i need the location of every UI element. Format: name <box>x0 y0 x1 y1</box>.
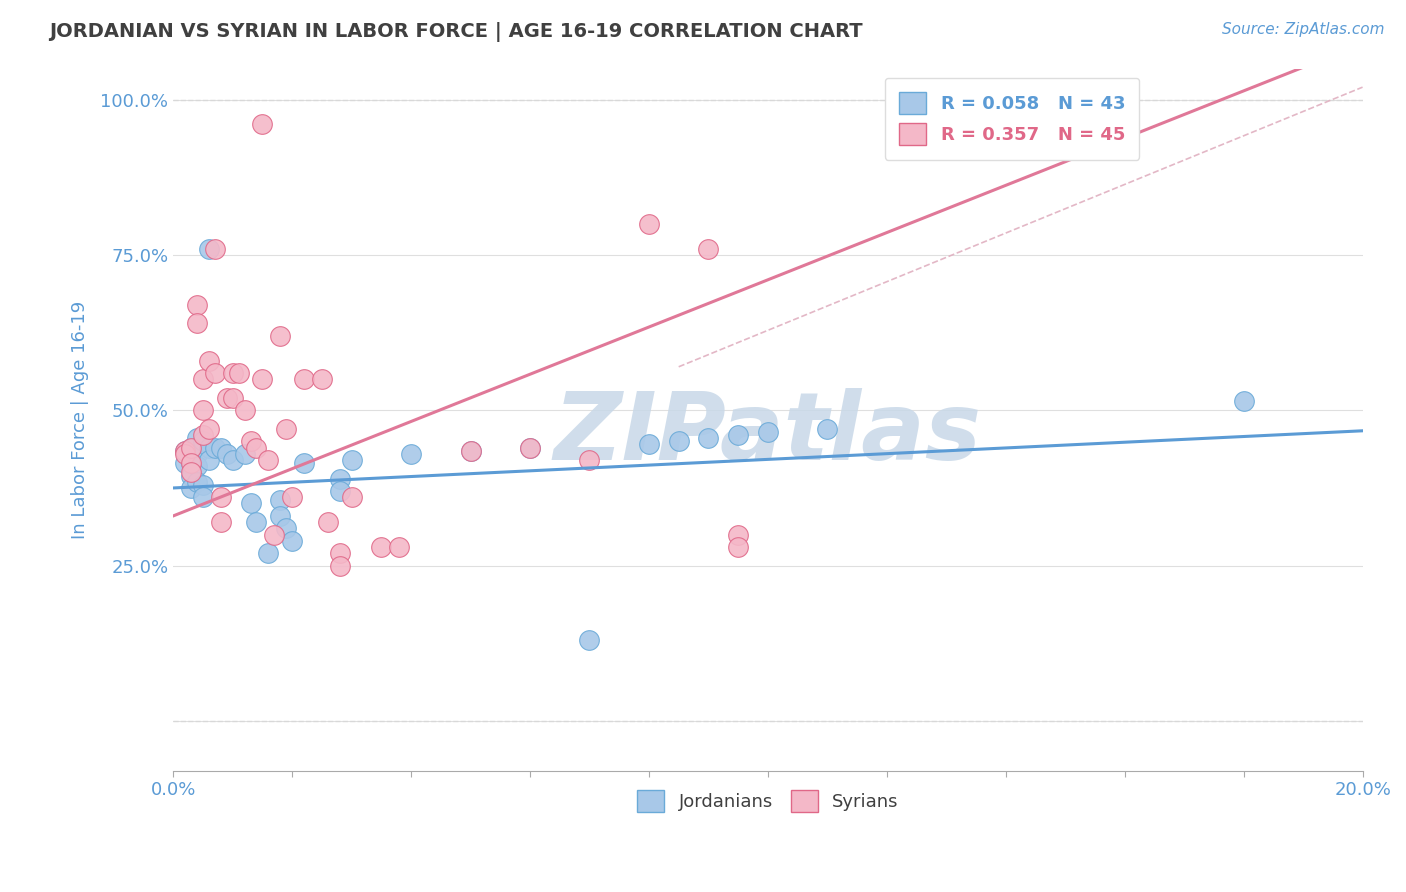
Point <box>316 515 339 529</box>
Point <box>180 468 202 483</box>
Point <box>460 443 482 458</box>
Point <box>198 353 221 368</box>
Point <box>697 431 720 445</box>
Legend: Jordanians, Syrians: Jordanians, Syrians <box>624 778 911 825</box>
Text: Source: ZipAtlas.com: Source: ZipAtlas.com <box>1222 22 1385 37</box>
Point <box>276 521 298 535</box>
Point <box>257 453 280 467</box>
Point <box>292 372 315 386</box>
Point <box>281 533 304 548</box>
Point <box>329 546 352 560</box>
Point <box>239 434 262 449</box>
Point <box>239 496 262 510</box>
Point <box>399 447 422 461</box>
Point <box>204 441 226 455</box>
Point <box>257 546 280 560</box>
Point <box>252 372 274 386</box>
Point <box>727 540 749 554</box>
Point <box>186 447 208 461</box>
Point <box>276 422 298 436</box>
Point <box>215 447 238 461</box>
Point <box>191 490 214 504</box>
Point <box>245 441 267 455</box>
Point <box>191 434 214 449</box>
Point <box>228 366 250 380</box>
Point <box>209 515 232 529</box>
Point <box>180 456 202 470</box>
Point <box>252 118 274 132</box>
Point <box>638 437 661 451</box>
Point <box>697 242 720 256</box>
Point <box>638 217 661 231</box>
Y-axis label: In Labor Force | Age 16-19: In Labor Force | Age 16-19 <box>72 301 89 539</box>
Point <box>186 298 208 312</box>
Point <box>340 490 363 504</box>
Point <box>191 428 214 442</box>
Point <box>340 453 363 467</box>
Point <box>174 456 197 470</box>
Point <box>209 441 232 455</box>
Point <box>198 453 221 467</box>
Point <box>329 558 352 573</box>
Point <box>815 422 838 436</box>
Point <box>370 540 392 554</box>
Point <box>191 372 214 386</box>
Point <box>180 441 202 455</box>
Point <box>269 493 291 508</box>
Point <box>281 490 304 504</box>
Point <box>204 242 226 256</box>
Point <box>180 466 202 480</box>
Point <box>221 366 243 380</box>
Point <box>329 472 352 486</box>
Point <box>519 441 541 455</box>
Text: ZIPatlas: ZIPatlas <box>554 388 981 480</box>
Point <box>578 633 600 648</box>
Point <box>221 391 243 405</box>
Point <box>191 478 214 492</box>
Point <box>578 453 600 467</box>
Point <box>186 431 208 445</box>
Point <box>215 391 238 405</box>
Point <box>221 453 243 467</box>
Point <box>186 316 208 330</box>
Point <box>460 443 482 458</box>
Point <box>198 422 221 436</box>
Point <box>519 441 541 455</box>
Point <box>388 540 411 554</box>
Point <box>186 459 208 474</box>
Point <box>233 447 256 461</box>
Point <box>180 481 202 495</box>
Point <box>245 515 267 529</box>
Point <box>180 456 202 470</box>
Point <box>198 242 221 256</box>
Point <box>180 441 202 455</box>
Point <box>668 434 690 449</box>
Point <box>727 527 749 541</box>
Point <box>263 527 285 541</box>
Point <box>174 447 197 461</box>
Point <box>174 443 197 458</box>
Point <box>329 484 352 499</box>
Point <box>191 403 214 417</box>
Point <box>209 490 232 504</box>
Point <box>198 441 221 455</box>
Point <box>292 456 315 470</box>
Point <box>204 366 226 380</box>
Point <box>311 372 333 386</box>
Point <box>1233 394 1256 409</box>
Point <box>233 403 256 417</box>
Point <box>269 328 291 343</box>
Point <box>727 428 749 442</box>
Point <box>756 425 779 439</box>
Point <box>174 443 197 458</box>
Point <box>186 475 208 489</box>
Point <box>269 508 291 523</box>
Text: JORDANIAN VS SYRIAN IN LABOR FORCE | AGE 16-19 CORRELATION CHART: JORDANIAN VS SYRIAN IN LABOR FORCE | AGE… <box>49 22 863 42</box>
